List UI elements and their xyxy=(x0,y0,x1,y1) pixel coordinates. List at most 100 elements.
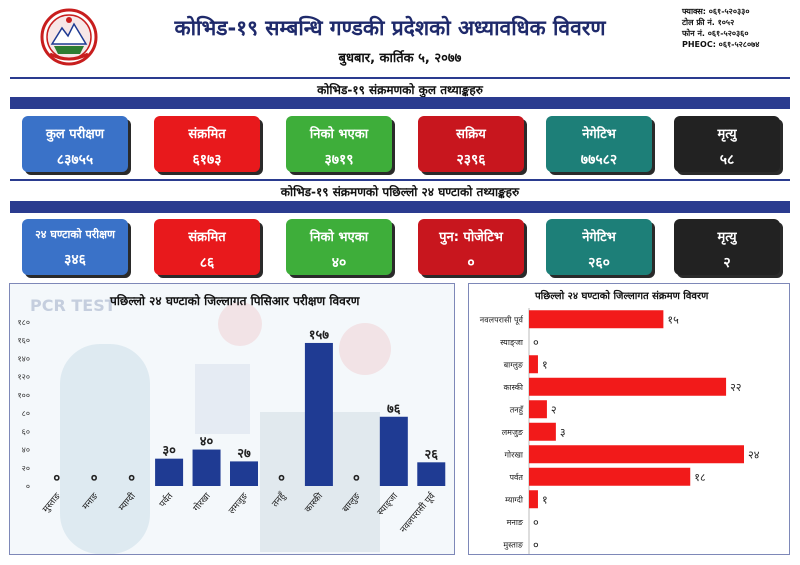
data-label: १८ xyxy=(694,471,706,484)
data-label: ० xyxy=(91,471,98,486)
y-tick-label: लमजुङ xyxy=(502,428,524,438)
x-tick-label: स्याङ्जा xyxy=(376,491,401,518)
contact-info: फ्याक्स: ०६१-५२०३३० टोल फ्री नं. १०५२ फो… xyxy=(682,6,792,50)
data-label: ० xyxy=(278,471,285,486)
y-tick-label: ४० xyxy=(22,446,30,455)
card-daily-recovered: निको भएका ४० xyxy=(286,219,392,275)
bar xyxy=(379,416,408,486)
card-value: २ xyxy=(723,255,731,271)
card-total-active: सक्रिय २३९६ xyxy=(418,116,524,172)
section-band xyxy=(10,201,790,213)
section-band xyxy=(10,97,790,109)
data-label: ० xyxy=(533,538,539,551)
data-label: २७ xyxy=(237,446,251,461)
card-value: ५८ xyxy=(719,152,735,168)
daily-section-heading: कोभिड-१९ संक्रमणको पछिल्लो २४ घण्टाको तथ… xyxy=(280,185,520,199)
data-label: २४ xyxy=(748,448,760,461)
bar xyxy=(417,462,446,486)
card-total-negative: नेगेटिभ ७७५८२ xyxy=(546,116,652,172)
bar xyxy=(155,458,184,486)
data-label: ० xyxy=(353,471,360,486)
card-value: ६१७३ xyxy=(192,152,222,168)
pcr-chart-title: पछिल्लो २४ घण्टाको जिल्लागत पिसिआर परीक्… xyxy=(110,294,360,308)
infection-chart-title: पछिल्लो २४ घण्टाको जिल्लागत संक्रमण विवर… xyxy=(535,291,709,302)
card-total-recovered: निको भएका ३७१९ xyxy=(286,116,392,172)
y-tick-label: २० xyxy=(22,464,30,473)
data-label: ७६ xyxy=(387,402,401,417)
y-tick-label: मनाङ xyxy=(507,518,524,527)
card-label: निको भएका xyxy=(309,230,369,245)
card-daily-repositive: पुन: पोजेटिभ ० xyxy=(418,219,524,275)
pcr-test-watermark: PCR TEST xyxy=(30,296,116,315)
data-label: १५७ xyxy=(309,328,330,343)
card-label: संक्रमित xyxy=(188,127,226,142)
data-label: २२ xyxy=(730,381,741,394)
x-tick-label: मुस्ताङ xyxy=(41,491,63,515)
data-label: २ xyxy=(551,403,557,416)
phone-number: फोन नं. ०६१-५२०३६० xyxy=(682,29,749,38)
card-total-infected: संक्रमित ६१७३ xyxy=(154,116,260,172)
infection-chart-panel: पछिल्लो २४ घण्टाको जिल्लागत संक्रमण विवर… xyxy=(468,283,790,555)
y-tick-label: स्याङ्जा xyxy=(500,338,524,348)
data-label: १५ xyxy=(667,313,679,326)
pheoc-number: PHEOC: ०६१-५२८०७४ xyxy=(682,40,760,49)
card-label: मृत्यु xyxy=(717,127,737,142)
y-tick-label: १०० xyxy=(18,391,30,400)
card-value: ८६ xyxy=(199,255,215,271)
y-tick-label: कास्की xyxy=(503,382,523,392)
report-date: बुधबार, कार्तिक ५, २०७७ xyxy=(338,51,462,66)
card-label: नेगेटिभ xyxy=(582,127,616,142)
card-label: निको भएका xyxy=(309,127,369,142)
divider xyxy=(10,179,790,181)
data-label: ० xyxy=(533,336,539,349)
bar xyxy=(529,355,538,374)
y-tick-label: १४० xyxy=(18,354,30,363)
y-tick-label: मुस्ताङ xyxy=(503,540,524,550)
data-label: १ xyxy=(542,493,548,506)
y-tick-label: १६० xyxy=(18,336,30,345)
card-value: २६० xyxy=(588,255,610,271)
x-tick-label: गोरखा xyxy=(190,490,213,514)
card-label: संक्रमित xyxy=(188,230,226,245)
y-tick-label: म्याग्दी xyxy=(505,494,524,504)
card-label: कुल परीक्षण xyxy=(45,127,105,142)
card-value: ४० xyxy=(331,255,347,271)
infection-bar-chart: नवलपरासी पूर्व १५ स्याङ्जा ० बाग्लुङ १ कास्की २… xyxy=(480,308,760,554)
bar xyxy=(529,490,538,509)
bar xyxy=(230,461,258,486)
bar xyxy=(529,422,556,441)
data-label: ४० xyxy=(200,435,214,450)
header: कोभिड-१९ सम्बन्धि गण्डकी प्रदेशको अध्याव… xyxy=(0,0,800,74)
page-title: कोभिड-१९ सम्बन्धि गण्डकी प्रदेशको अध्याव… xyxy=(174,16,606,40)
card-total-deaths: मृत्यु ५८ xyxy=(674,116,780,172)
x-tick-label: पर्वत xyxy=(156,490,176,510)
x-tick-label: नवलपरासी पूर्व xyxy=(397,489,438,535)
fax-number: फ्याक्स: ०६१-५२०३३० xyxy=(682,7,750,16)
y-tick-label: ० xyxy=(26,482,30,491)
card-daily-negative: नेगेटिभ २६० xyxy=(546,219,652,275)
data-label: २६ xyxy=(425,447,439,462)
data-label: ० xyxy=(128,471,135,486)
x-tick-label: मनाङ xyxy=(81,491,101,512)
bar xyxy=(192,449,221,486)
x-tick-label: बाग्लुङ xyxy=(341,491,363,514)
bar xyxy=(529,445,744,464)
bar xyxy=(529,310,664,329)
card-value: ३४६ xyxy=(64,252,86,268)
card-daily-infected: संक्रमित ८६ xyxy=(154,219,260,275)
card-label: सक्रिय xyxy=(456,127,486,142)
data-label: ० xyxy=(53,471,60,486)
card-value: ८३७५५ xyxy=(56,152,94,168)
x-tick-label: कास्की xyxy=(302,490,326,515)
bar xyxy=(529,377,727,396)
nepal-emblem-icon xyxy=(40,8,98,66)
x-tick-label: लमजुङ xyxy=(227,491,250,516)
pcr-bar-chart: ० २० ४० ६० ८० १०० १२० १४० १६० १८० ० मुस्ताङ ० मनाङ ० म्… xyxy=(18,318,446,535)
data-label: ० xyxy=(533,516,539,529)
y-tick-label: ८० xyxy=(22,409,30,418)
pcr-test-chart-panel: PCR TEST पछिल्लो २४ घण्टाको जिल्लागत पिस… xyxy=(9,283,455,555)
x-tick-label: तनहुँ xyxy=(269,489,288,509)
y-tick-label: बाग्लुङ xyxy=(504,360,524,370)
card-daily-deaths: मृत्यु २ xyxy=(674,219,780,275)
card-total-tests: कुल परीक्षण ८३७५५ xyxy=(22,116,128,172)
